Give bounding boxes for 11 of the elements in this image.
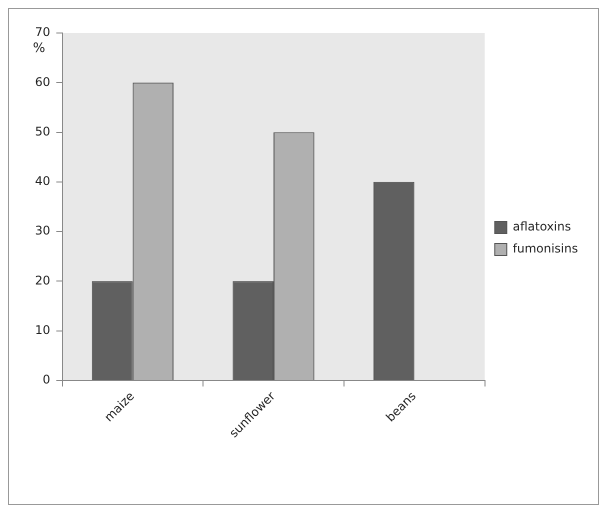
y-tick-label: 60 <box>34 74 50 89</box>
y-tick-label: 70 <box>34 25 50 40</box>
y-tick-label: 20 <box>34 273 50 288</box>
legend-label: fumonisins <box>512 242 578 256</box>
y-tick-label: 10 <box>34 322 50 337</box>
legend-label: aflatoxins <box>512 220 572 234</box>
y-tick-label: 0 <box>42 372 50 387</box>
y-axis-title: % <box>32 40 46 56</box>
y-tick-label: 40 <box>34 174 50 188</box>
y-tick-label: 30 <box>34 224 50 238</box>
y-tick-label: 50 <box>34 124 50 138</box>
